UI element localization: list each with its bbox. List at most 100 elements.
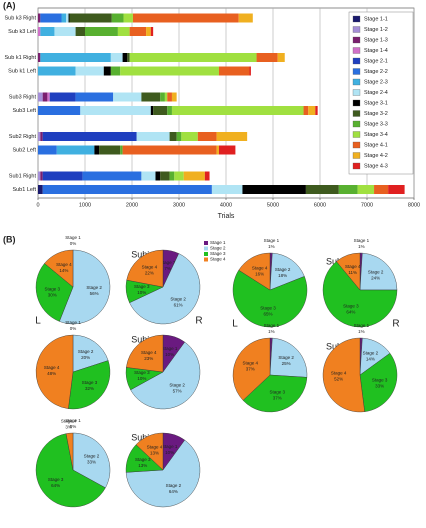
bar-segment	[277, 53, 285, 62]
bar-segment	[218, 66, 250, 76]
bar-segment	[42, 185, 212, 194]
pie-slice	[35, 334, 74, 409]
legend-label: Stage 2-4	[364, 90, 388, 96]
slice-value: 37%	[273, 395, 282, 400]
slice-label: Stage 2	[84, 453, 100, 458]
side-label: R	[392, 319, 399, 330]
bar-segment	[54, 27, 76, 36]
bar-segment	[40, 132, 43, 141]
slice-label: Stage 4	[252, 265, 268, 270]
legend-label: Stage 3-3	[364, 121, 388, 127]
x-tick-label: 4000	[220, 202, 232, 208]
legend-swatch	[352, 110, 361, 117]
slice-label: Stage 3	[134, 370, 150, 375]
bar-segment	[256, 53, 278, 62]
bar-segment	[120, 66, 219, 76]
bar-segment	[75, 66, 104, 76]
slice-value: 16%	[255, 271, 264, 276]
bar-segment	[113, 92, 142, 102]
bar-segment	[218, 145, 236, 155]
pie-slice	[59, 249, 111, 325]
panel-label: (A)	[3, 0, 16, 10]
slice-value: 32%	[85, 386, 94, 391]
slice-label: Stage 3	[270, 389, 286, 394]
pie-slice	[35, 263, 74, 322]
legend-label: Stage 2-2	[364, 69, 388, 75]
pie-slice	[269, 252, 305, 291]
slice-label: Stage 3	[48, 477, 64, 482]
slice-label: Stage 1	[162, 444, 178, 449]
slice-value: 37%	[246, 367, 255, 372]
legend-swatch	[352, 141, 361, 149]
slice-value: 22%	[145, 271, 154, 276]
bar-segment	[155, 171, 161, 181]
pie-slice	[44, 249, 74, 288]
legend-label: Stage 3	[210, 251, 226, 256]
y-tick-label: Sub2 Left	[12, 147, 36, 153]
bar-segment	[42, 92, 48, 102]
pie-slice	[336, 252, 361, 291]
bar-segment	[204, 171, 210, 181]
y-tick-label: Sub k1 Left	[8, 68, 36, 74]
bar-segment	[38, 132, 41, 141]
slice-label: Stage 1	[264, 323, 280, 328]
slice-label: Stage 3	[343, 304, 359, 309]
slice-label: Stage 3	[134, 284, 150, 289]
slice-value: 48%	[47, 371, 56, 376]
bar-segment	[164, 92, 168, 102]
bar-segment	[308, 106, 316, 115]
bar-segment	[82, 171, 142, 181]
bar-segment	[132, 13, 239, 23]
slice-value: 10%	[137, 290, 146, 295]
slice-label: Stage 4	[331, 371, 347, 376]
bar-segment	[117, 27, 130, 36]
bar-segment	[169, 132, 177, 141]
bar-segment	[40, 171, 43, 181]
slice-value: 57%	[173, 388, 182, 393]
bar-segment	[153, 106, 168, 115]
bar-segment	[38, 145, 57, 155]
legend-label: Stage 4-2	[364, 153, 388, 159]
slice-value: 13%	[150, 450, 159, 455]
legend-label: Stage 1-3	[364, 37, 388, 43]
slice-label: Stage 4	[142, 265, 158, 270]
bar-segment	[68, 13, 70, 23]
bar-segment	[38, 66, 76, 76]
bar-segment	[141, 171, 156, 181]
slice-label: Stage 3	[260, 306, 276, 311]
pie-slice	[232, 269, 308, 328]
slice-value: 64%	[51, 483, 60, 488]
legend-swatch	[352, 131, 361, 138]
bar-segment	[38, 27, 41, 36]
bar-segment	[99, 145, 121, 155]
bar-segment	[42, 171, 83, 181]
bar-segment	[75, 92, 114, 102]
slice-value: 20%	[81, 355, 90, 360]
legend-swatch	[352, 36, 361, 44]
slice-label: Stage 2	[166, 483, 182, 488]
bar-segment	[56, 145, 95, 155]
bar-segment	[167, 92, 172, 102]
bar-segment	[47, 92, 50, 102]
legend-swatch	[204, 257, 208, 262]
bar-segment	[123, 13, 133, 23]
pie-slice	[65, 432, 74, 471]
legend-swatch	[352, 47, 361, 54]
slice-label: Stage 4	[147, 444, 163, 449]
bar-segment	[38, 171, 41, 181]
legend-label: Stage 3-1	[364, 100, 388, 106]
bar-segment	[127, 53, 130, 62]
slice-value: 14%	[59, 268, 68, 273]
y-tick-label: Sub k3 Left	[8, 29, 36, 35]
legend-swatch	[352, 89, 361, 96]
x-tick-label: 7000	[361, 202, 373, 208]
legend-swatch	[352, 99, 361, 107]
legend-label: Stage 3-4	[364, 132, 388, 138]
legend-label: Stage 4-1	[364, 142, 388, 148]
slice-value: 13%	[138, 463, 147, 468]
bar-segment	[85, 27, 118, 36]
legend-swatch	[352, 120, 361, 128]
slice-value: 10%	[137, 376, 146, 381]
legend-label: Stage 3-2	[364, 111, 388, 117]
